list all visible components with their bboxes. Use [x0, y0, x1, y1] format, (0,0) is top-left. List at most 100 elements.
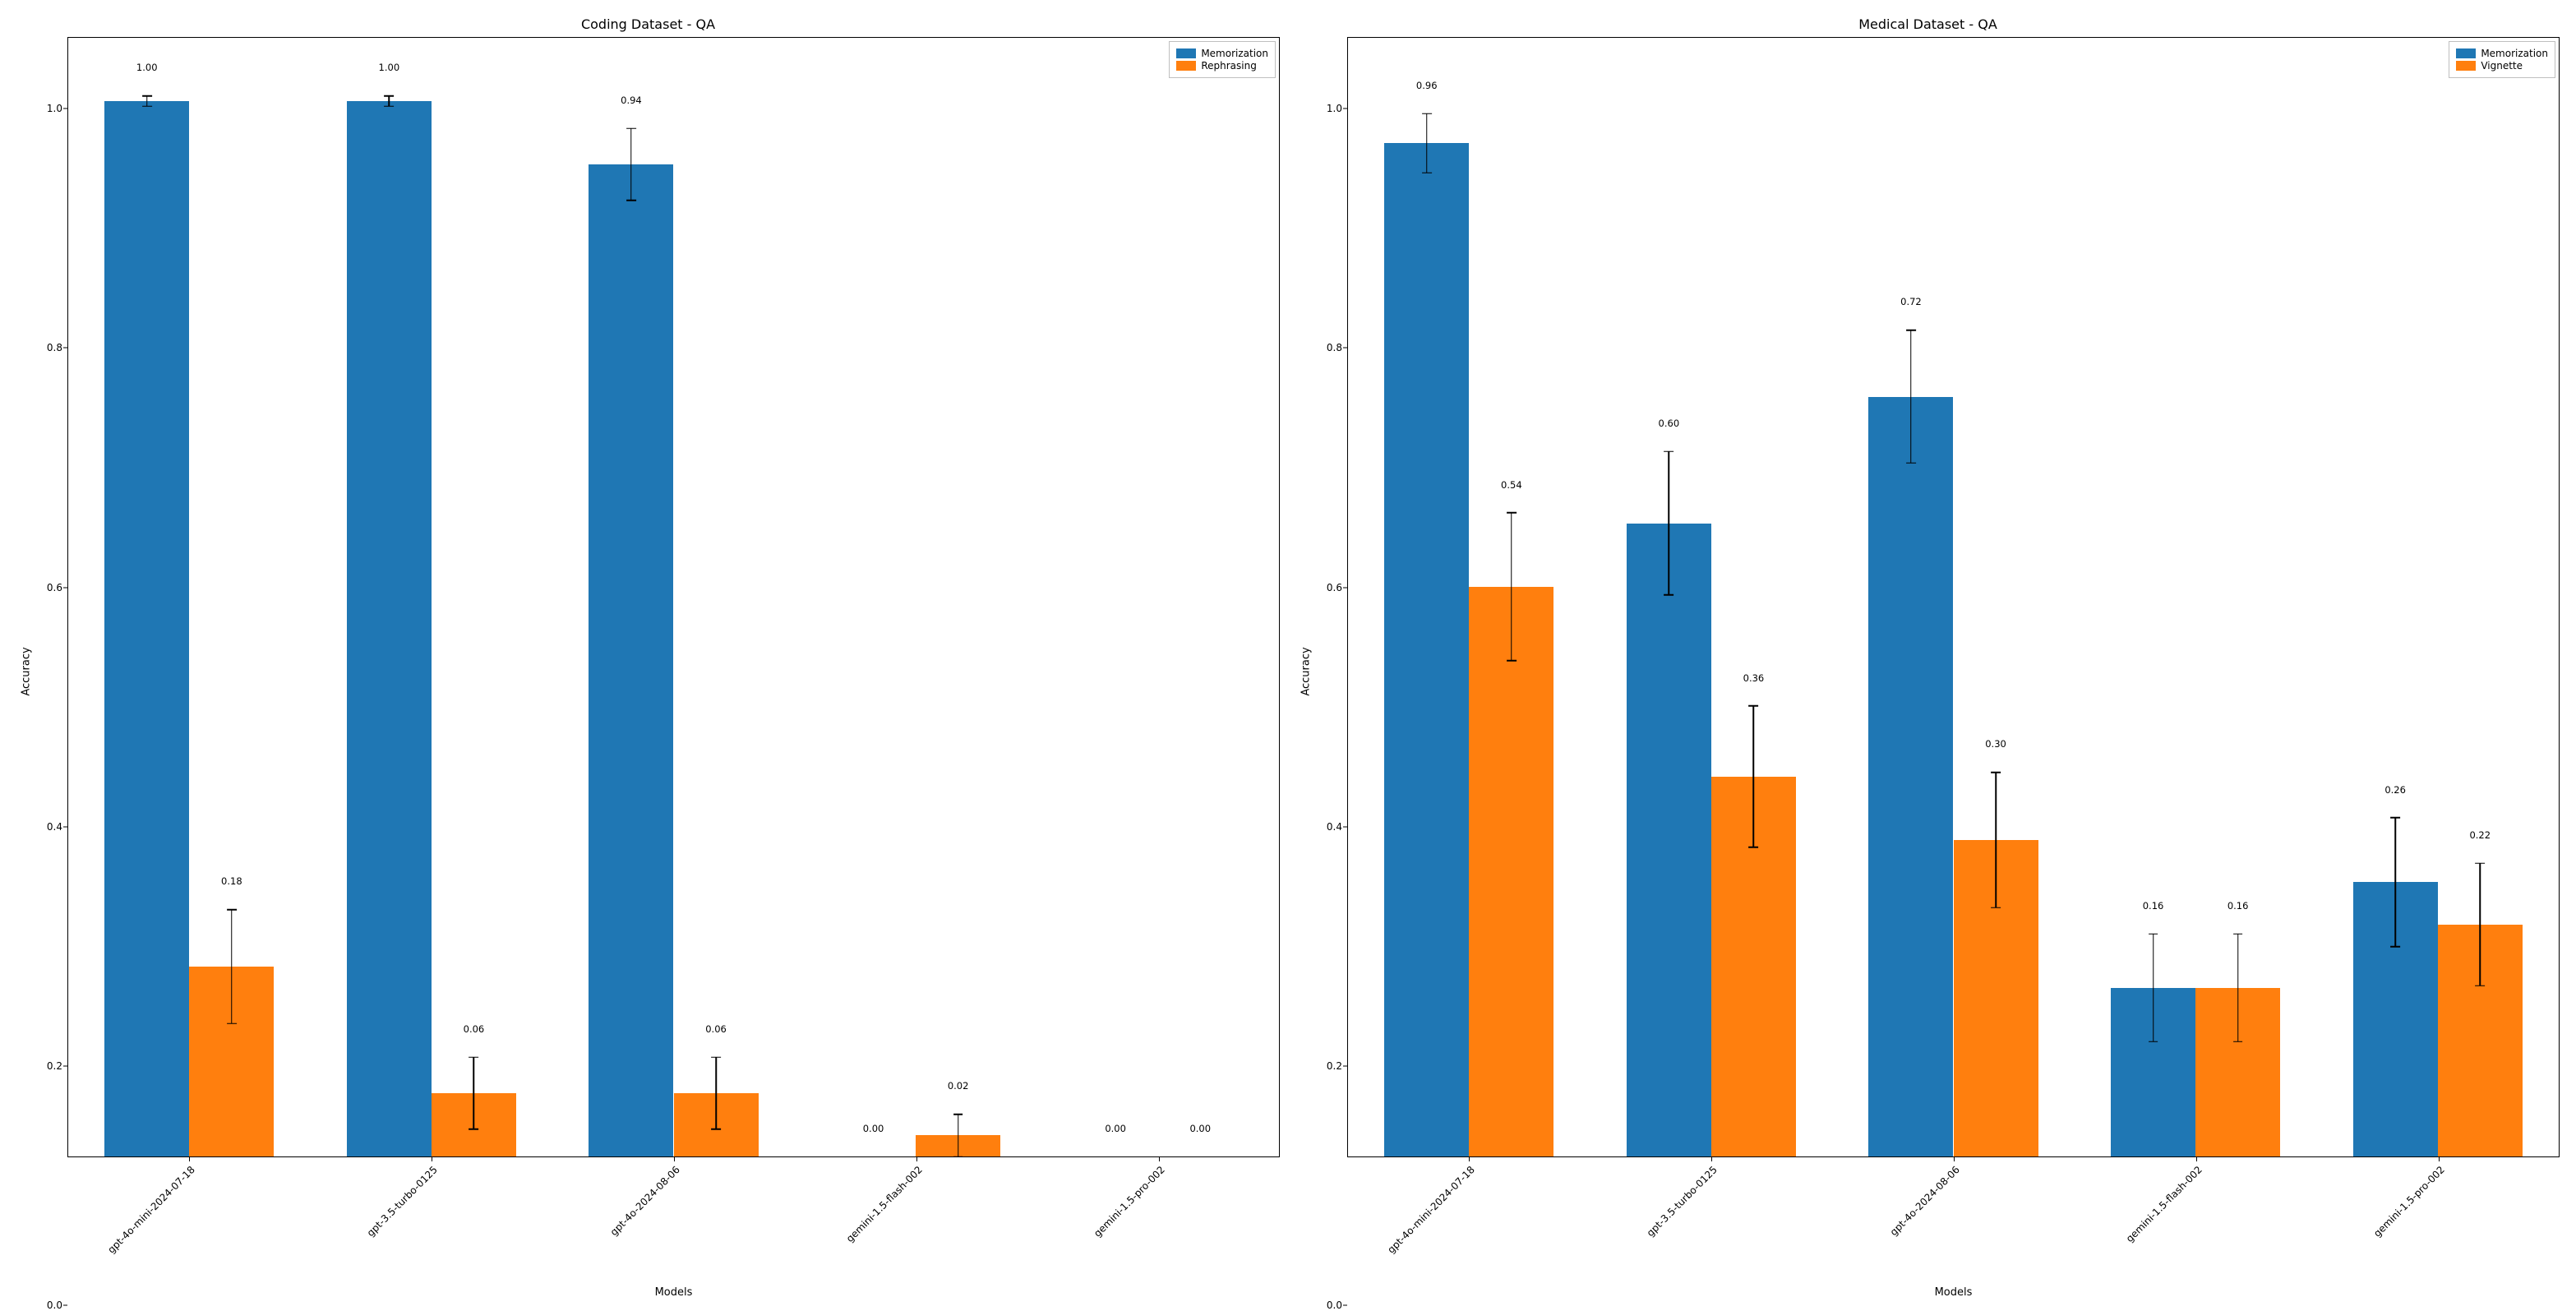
y-axis-label: Accuracy — [20, 647, 32, 695]
legend: MemorizationVignette — [2449, 41, 2555, 78]
error-cap — [2233, 1041, 2243, 1042]
bar-value-label: 0.54 — [1501, 479, 1522, 491]
y-tick-label: 1.0 — [47, 103, 62, 114]
x-tick-mark — [189, 1157, 190, 1161]
error-cap — [469, 1129, 479, 1130]
x-tick-mark — [1469, 1157, 1470, 1161]
error-cap — [1749, 847, 1759, 848]
error-cap — [2390, 946, 2400, 948]
error-bar — [2394, 818, 2396, 947]
legend-row: Rephrasing — [1176, 60, 1268, 72]
x-axis-label: Models — [655, 1286, 693, 1299]
x-tick-mark — [1711, 1157, 1712, 1161]
y-axis: 0.00.20.40.60.81.0 — [35, 37, 67, 1305]
error-bar — [146, 96, 148, 107]
legend-swatch — [2456, 61, 2476, 71]
bar-value-label: 1.00 — [379, 62, 400, 73]
y-tick-label: 0.4 — [1327, 821, 1342, 833]
error-cap — [2149, 933, 2158, 935]
error-bar — [2153, 934, 2154, 1041]
bar-value-label: 0.16 — [2143, 900, 2164, 912]
x-tick-mark — [1954, 1157, 1955, 1161]
plot-area-wrap: 0.960.540.600.360.720.300.160.160.260.22… — [1347, 37, 2560, 1305]
error-bar — [958, 1115, 959, 1156]
bar — [347, 101, 432, 1156]
error-cap — [142, 106, 152, 108]
bar-value-label: 0.00 — [1105, 1123, 1126, 1134]
plot-area: 0.960.540.600.360.720.300.160.160.260.22… — [1347, 37, 2560, 1157]
bar-value-label: 1.00 — [136, 62, 158, 73]
error-cap — [711, 1129, 721, 1130]
error-cap — [2390, 817, 2400, 819]
error-cap — [1749, 705, 1759, 707]
error-cap — [384, 95, 394, 97]
bar — [1868, 397, 1953, 1156]
legend-row: Vignette — [2456, 60, 2548, 72]
error-cap — [2233, 933, 2243, 935]
error-cap — [1991, 907, 2001, 908]
error-cap — [384, 106, 394, 108]
plot-area-wrap: 1.000.181.000.060.940.060.000.020.000.00… — [67, 37, 1280, 1305]
plot-body: Accuracy 0.00.20.40.60.81.0 1.000.181.00… — [16, 37, 1280, 1305]
y-tick-label: 0.4 — [47, 821, 62, 833]
x-tick-label: gpt-4o-2024-08-06 — [1887, 1164, 1961, 1238]
ylabel-wrap: Accuracy — [1296, 37, 1314, 1305]
y-tick-label: 0.8 — [1327, 342, 1342, 353]
legend-row: Memorization — [2456, 48, 2548, 59]
subplot-medical: Medical Dataset - QA Accuracy 0.00.20.40… — [1288, 8, 2568, 1305]
error-bar — [1669, 451, 1670, 595]
bar-value-label: 0.96 — [1416, 80, 1438, 91]
x-axis-label: Models — [1935, 1286, 1973, 1299]
legend: MemorizationRephrasing — [1169, 41, 1276, 78]
legend-label: Rephrasing — [1201, 60, 1257, 72]
figure: Coding Dataset - QA Accuracy 0.00.20.40.… — [0, 0, 2576, 1305]
bar-value-label: 0.02 — [948, 1080, 969, 1092]
bar-value-label: 0.16 — [2227, 900, 2249, 912]
x-tick-label: gemini-1.5-pro-002 — [1092, 1164, 1167, 1239]
bar — [104, 101, 189, 1156]
error-bar — [715, 1057, 717, 1129]
x-tick-label: gpt-4o-2024-08-06 — [607, 1164, 681, 1238]
error-cap — [2149, 1041, 2158, 1042]
error-bar — [2480, 863, 2481, 986]
error-bar — [473, 1057, 475, 1129]
y-tick-label: 0.8 — [47, 342, 62, 353]
bars-layer: 0.960.540.600.360.720.300.160.160.260.22 — [1348, 38, 2559, 1156]
x-tick-label: gpt-4o-mini-2024-07-18 — [105, 1164, 197, 1256]
error-cap — [1906, 330, 1916, 331]
error-cap — [626, 128, 636, 130]
bar-value-label: 0.22 — [2469, 829, 2491, 841]
bar-value-label: 0.72 — [1900, 296, 1922, 307]
y-tick-label: 0.0 — [1327, 1299, 1342, 1311]
y-tick-label: 0.6 — [47, 582, 62, 593]
y-axis-label: Accuracy — [1300, 647, 1312, 695]
bar-value-label: 0.26 — [2384, 784, 2406, 796]
legend-label: Memorization — [2481, 48, 2548, 59]
plot-body: Accuracy 0.00.20.40.60.81.0 0.96 0.54 0.60… — [1296, 37, 2560, 1305]
legend-swatch — [2456, 48, 2476, 58]
error-bar — [1995, 773, 1997, 907]
x-tick-label: gemini-1.5-flash-002 — [2123, 1164, 2204, 1244]
bars-layer: 1.000.181.000.060.940.060.000.020.000.00 — [68, 38, 1279, 1156]
error-cap — [626, 200, 636, 201]
x-axis: Models gpt-4o-mini-2024-07-18 gpt-3.5-tur… — [1347, 1157, 2560, 1305]
bar-value-label: 0.60 — [1659, 418, 1680, 429]
bar-value-label: 0.06 — [464, 1023, 485, 1035]
error-bar — [231, 910, 233, 1024]
error-cap — [1906, 463, 1916, 464]
subplot-title: Medical Dataset - QA — [1296, 16, 2560, 32]
y-tick-label: 0.0 — [47, 1299, 62, 1311]
x-tick-label: gpt-3.5-turbo-0125 — [1644, 1164, 1719, 1239]
x-tick-label: gemini-1.5-flash-002 — [843, 1164, 924, 1244]
error-bar — [389, 96, 390, 107]
x-tick-mark — [2439, 1157, 2440, 1161]
error-bar — [1511, 513, 1512, 661]
x-axis: Models gpt-4o-mini-2024-07-18 gpt-3.5-tur… — [67, 1157, 1280, 1305]
x-tick-mark — [2196, 1157, 2197, 1161]
y-axis: 0.00.20.40.60.81.0 — [1314, 37, 1347, 1305]
error-cap — [227, 909, 237, 911]
x-tick-label: gpt-3.5-turbo-0125 — [364, 1164, 439, 1239]
x-tick-label: gpt-4o-mini-2024-07-18 — [1385, 1164, 1477, 1256]
legend-label: Memorization — [1201, 48, 1268, 59]
y-tick-label: 0.2 — [47, 1060, 62, 1072]
